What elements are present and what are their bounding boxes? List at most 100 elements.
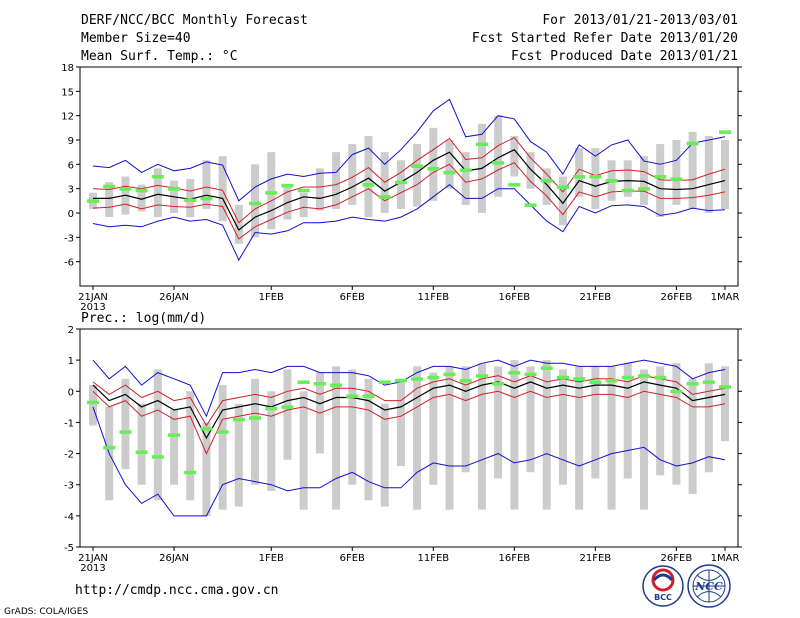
temp-obs-mark — [492, 161, 505, 165]
prec-obs-mark — [702, 380, 715, 384]
prec-obs-mark — [103, 445, 116, 450]
prec-obs-mark — [184, 470, 197, 475]
temp-ytick-label: 15 — [61, 87, 74, 98]
temp-lower-line — [92, 162, 726, 240]
header-variable: Mean Surf. Temp.: °C — [81, 49, 238, 64]
prec-xtick-label: 21JAN — [78, 553, 108, 564]
temp-obs-mark — [556, 185, 569, 190]
temp-obs-mark — [427, 166, 440, 171]
temp-obs-mark — [168, 187, 181, 191]
prec-ytick-label: 2 — [68, 325, 74, 336]
ncc-logo-text: NCC — [694, 580, 723, 593]
temp-obs-mark — [184, 198, 197, 203]
prec-obs-mark — [394, 378, 407, 383]
prec-ensemble-box — [121, 378, 130, 470]
prec-ensemble-box — [332, 366, 341, 510]
prec-ensemble-box — [283, 369, 292, 460]
prec-obs-mark — [297, 380, 310, 384]
temp-obs-mark — [249, 201, 262, 206]
prec-obs-mark — [119, 430, 132, 434]
temp-xtick-label: 1MAR — [711, 292, 740, 303]
temp-obs-mark — [281, 183, 294, 188]
temp-obs-mark — [87, 199, 99, 203]
prec-ensemble-box — [591, 366, 600, 479]
temp-obs-mark — [540, 179, 553, 183]
prec-lower-line — [92, 390, 726, 455]
prec-ensemble-box — [542, 360, 551, 510]
prec-obs-mark — [459, 378, 472, 383]
prec-obs-mark — [168, 433, 181, 437]
temp-ensemble-box — [526, 152, 535, 189]
prec-ensemble-box — [704, 363, 713, 473]
temp-ensemble-box — [218, 156, 227, 222]
prec-max-line — [92, 359, 726, 418]
temp-ytick-label: 12 — [61, 112, 74, 123]
prec-obs-mark — [313, 382, 326, 386]
footer-url: http://cmdp.ncc.cma.gov.cn — [75, 583, 279, 598]
prec-obs-mark — [508, 371, 521, 375]
temp-ensemble-box — [364, 135, 373, 218]
prec-obs-mark — [573, 377, 586, 381]
prec-obs-mark — [719, 385, 731, 389]
temp-xtick-label: 26FEB — [661, 292, 693, 303]
prec-obs-mark — [249, 416, 262, 420]
prec-xtick-label: 26FEB — [661, 553, 693, 564]
prec-obs-mark — [475, 374, 488, 378]
prec-obs-mark — [443, 372, 456, 377]
prec-ensemble-box — [494, 366, 503, 479]
prec-frame — [79, 328, 739, 548]
header-produced-date: Fcst Produced Date 2013/01/21 — [511, 49, 738, 64]
temp-ensemble-box — [186, 178, 195, 218]
temp-obs-mark — [103, 184, 116, 189]
ncc-logo: NCC — [687, 564, 731, 608]
bcc-logo-text: BCC — [654, 593, 672, 602]
temp-xtick-label: 11FEB — [417, 292, 449, 303]
temp-ensemble-box — [461, 152, 470, 205]
temp-obs-mark — [670, 177, 683, 181]
prec-ensemble-box — [380, 403, 389, 507]
temp-obs-mark — [637, 187, 650, 191]
prec-ensemble-box — [202, 422, 211, 516]
temp-obs-mark — [297, 188, 310, 193]
temp-obs-mark — [686, 141, 699, 146]
prec-xtick-label: 26JAN — [159, 553, 189, 564]
prec-ensemble-box — [89, 385, 97, 426]
prec-ensemble-box — [526, 366, 535, 473]
prec-obs-mark — [427, 375, 440, 380]
prec-ensemble-box — [607, 366, 616, 510]
temp-obs-mark — [411, 164, 424, 168]
temp-ensemble-box — [413, 144, 422, 207]
temp-ensemble-box — [315, 168, 324, 211]
prec-xtick-label: 1MAR — [711, 553, 740, 564]
temp-ensemble-box — [494, 115, 503, 197]
prec-obs-mark — [232, 417, 245, 422]
prec-xtick-label: 16FEB — [499, 553, 531, 564]
prec-ytick-label: -3 — [64, 481, 74, 492]
prec-ensemble-box — [396, 378, 405, 467]
prec-obs-mark — [362, 394, 375, 398]
temp-ytick-label: 0 — [68, 209, 74, 220]
header-member-size: Member Size=40 — [81, 31, 191, 46]
prec-ensemble-box — [688, 378, 697, 495]
prec-ensemble-box — [413, 366, 422, 510]
temp-obs-mark — [589, 175, 602, 179]
prec-mean-line — [92, 381, 726, 440]
prec-upper-line — [92, 375, 726, 427]
temp-ytick-label: 9 — [68, 136, 74, 147]
temp-obs-mark — [362, 183, 375, 187]
prec-obs-mark — [524, 372, 537, 377]
temp-ytick-label: 18 — [61, 63, 74, 74]
prec-xtick-year: 2013 — [80, 563, 105, 574]
temp-xtick-label: 21FEB — [580, 292, 612, 303]
prec-ytick-label: -4 — [64, 512, 74, 523]
temp-min-line — [92, 183, 726, 262]
temp-ensemble-box — [656, 144, 665, 218]
temp-obs-mark — [654, 175, 667, 179]
prec-ensemble-box — [445, 366, 454, 510]
temp-ensemble-box — [267, 152, 276, 230]
temp-ensemble-box — [639, 156, 648, 205]
prec-obs-mark — [265, 406, 278, 411]
prec-obs-mark — [589, 380, 602, 384]
